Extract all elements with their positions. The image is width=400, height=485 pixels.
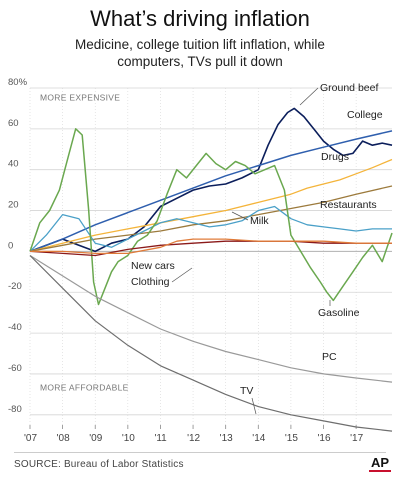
series-line-clothing bbox=[30, 238, 392, 255]
series-line-college bbox=[29, 130, 393, 253]
x-tick-label: '13 bbox=[220, 433, 233, 444]
x-tick-label: '09 bbox=[89, 433, 102, 444]
series-label-ground-beef: Ground beef bbox=[320, 82, 378, 94]
x-tick-label: '17 bbox=[350, 433, 363, 444]
label-leader-line bbox=[171, 267, 193, 283]
series-label-new-cars: New cars bbox=[131, 260, 175, 272]
series-label-tv: TV bbox=[240, 385, 253, 397]
series-line-new-cars bbox=[29, 240, 392, 257]
x-tick-label: '16 bbox=[318, 433, 331, 444]
y-tick-label: -80 bbox=[8, 404, 22, 415]
series-line-drugs bbox=[29, 158, 393, 253]
series-label-gasoline: Gasoline bbox=[318, 307, 360, 319]
y-tick-label: 20 bbox=[8, 200, 19, 211]
annotation-more-affordable: MORE AFFORDABLE bbox=[40, 382, 129, 392]
x-tick-label: '14 bbox=[252, 433, 265, 444]
series-label-college: College bbox=[347, 109, 383, 121]
subtitle-line-1: Medicine, college tuition lift inflation… bbox=[75, 37, 325, 52]
y-tick-label: -60 bbox=[8, 363, 22, 374]
x-tick-label: '11 bbox=[154, 433, 167, 444]
y-tick-label: -40 bbox=[8, 322, 22, 333]
label-leader-line bbox=[231, 211, 249, 221]
label-leader-line bbox=[251, 397, 257, 415]
y-tick-label: 40 bbox=[8, 159, 19, 170]
source-note: SOURCE: Bureau of Labor Statistics bbox=[14, 459, 184, 470]
series-label-clothing: Clothing bbox=[131, 276, 170, 288]
series-label-pc: PC bbox=[322, 351, 337, 363]
x-tick-label: '07 bbox=[24, 433, 37, 444]
series-line-gasoline bbox=[29, 128, 393, 306]
chart-title: What’s driving inflation bbox=[90, 6, 310, 31]
chart-subtitle: Medicine, college tuition lift inflation… bbox=[20, 36, 380, 70]
series-label-restaurants: Restaurants bbox=[320, 199, 377, 211]
label-leader-line bbox=[299, 87, 319, 106]
annotation-more-expensive: MORE EXPENSIVE bbox=[40, 92, 120, 102]
x-tick-label: '12 bbox=[187, 433, 200, 444]
series-line-restaurants bbox=[29, 185, 393, 253]
series-line-pc bbox=[29, 254, 393, 383]
series-label-milk: Milk bbox=[250, 215, 269, 227]
ap-logo: AP bbox=[368, 455, 392, 472]
y-tick-label: 80% bbox=[8, 77, 28, 88]
x-tick-label: '15 bbox=[285, 433, 298, 444]
y-tick-label: -20 bbox=[8, 281, 22, 292]
y-tick-label: 0 bbox=[8, 240, 13, 251]
series-label-drugs: Drugs bbox=[321, 151, 349, 163]
x-tick-label: '08 bbox=[57, 433, 70, 444]
y-tick-label: 60 bbox=[8, 118, 19, 129]
series-line-tv bbox=[29, 255, 393, 432]
subtitle-line-2: computers, TVs pull it down bbox=[117, 54, 283, 69]
x-tick-label: '10 bbox=[122, 433, 135, 444]
footer-divider bbox=[14, 452, 386, 453]
